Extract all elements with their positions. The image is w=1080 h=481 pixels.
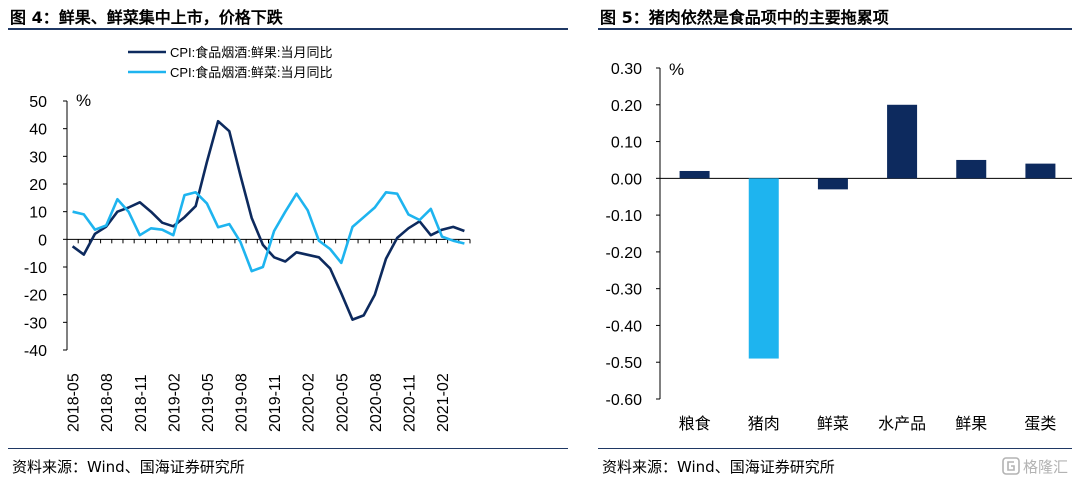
y-tick-label: -0.10: [606, 208, 643, 225]
bar-2: [748, 178, 779, 359]
x-category-label: 鲜果: [955, 415, 987, 433]
bar-5: [956, 159, 987, 179]
x-tick-label: 2020-11: [401, 374, 418, 432]
right-panel-footer-rule: [598, 448, 1072, 449]
y-tick-label: -20: [24, 288, 47, 305]
x-tick-label: 2019-05: [200, 373, 217, 432]
right-panel-header: [598, 0, 1072, 30]
y-tick-label: 0.10: [611, 135, 642, 152]
line-chart-series: [71, 119, 465, 321]
bar-1: [679, 170, 710, 179]
y-tick-label: -10: [24, 260, 47, 277]
x-tick-label: 2018-08: [99, 373, 116, 432]
bar-chart: 0.30 0.20 0.10 0.00 -0.10 -0.20 -0.30 -0.40 -0.5…: [606, 60, 1072, 433]
y-tick-label: 40: [29, 122, 47, 139]
y-tick-label: 0.30: [611, 61, 642, 78]
y-unit-label: %: [669, 60, 684, 79]
y-tick-label: -0.30: [606, 282, 643, 299]
x-tick-label: 2020-05: [334, 373, 351, 432]
y-tick-label: -0.50: [606, 355, 643, 372]
x-category-label: 粮食: [679, 415, 711, 433]
x-category-label: 鲜菜: [817, 415, 849, 433]
bar-chart-axes: 0.30 0.20 0.10 0.00 -0.10 -0.20 -0.30 -0.40 -0.5…: [606, 60, 1072, 409]
y-tick-label: 50: [29, 94, 47, 111]
right-source-note: 资料来源：Wind、国海证券研究所: [602, 458, 835, 476]
x-tick-label: 2018-05: [66, 373, 83, 432]
y-tick-label: -0.40: [606, 318, 643, 335]
watermark-icon: 格隆汇: [1002, 457, 1068, 476]
y-tick-label: 0.20: [611, 98, 642, 115]
right-chart-title: 图 5：猪肉依然是食品项中的主要拖累项: [600, 8, 889, 27]
left-panel-header: [8, 0, 568, 30]
x-tick-label: 2019-11: [267, 374, 284, 432]
x-tick-label: 2020-02: [301, 373, 318, 432]
x-tick-label: 2021-02: [435, 373, 452, 432]
line-chart-legend: CPI:食品烟酒:鲜果:当月同比 CPI:食品烟酒:鲜菜:当月同比: [128, 45, 333, 80]
bar-4: [887, 104, 918, 179]
y-tick-label: 0: [38, 232, 47, 249]
watermark-label: 格隆汇: [1023, 459, 1068, 476]
bar-3: [817, 178, 848, 190]
x-tick-label: 2019-08: [234, 373, 251, 432]
y-tick-label: 0.00: [611, 171, 642, 188]
left-panel-footer-rule: [8, 448, 568, 449]
left-source-note: 资料来源：Wind、国海证券研究所: [12, 458, 245, 476]
bar-6: [1025, 163, 1056, 179]
y-tick-label: 10: [29, 205, 47, 222]
bar-chart-bars: 粮食 猪肉 鲜菜 水产品 鲜果 蛋类: [679, 104, 1056, 433]
x-tick-label: 2018-11: [133, 374, 150, 432]
x-category-label: 猪肉: [748, 415, 780, 433]
x-category-label: 水产品: [878, 415, 926, 433]
left-chart-title: 图 4：鲜果、鲜菜集中上市，价格下跌: [10, 8, 283, 27]
y-tick-label: -30: [24, 315, 47, 332]
y-tick-label: -0.60: [606, 392, 643, 409]
x-tick-label: 2019-02: [166, 373, 183, 432]
legend-label-2: CPI:食品烟酒:鲜菜:当月同比: [170, 65, 333, 80]
series-line-2: [72, 191, 465, 273]
legend-label-1: CPI:食品烟酒:鲜果:当月同比: [170, 45, 333, 60]
x-tick-label: 2020-08: [368, 373, 385, 432]
y-tick-label: -0.20: [606, 245, 643, 262]
x-category-label: 蛋类: [1024, 415, 1056, 433]
y-tick-label: 30: [29, 149, 47, 166]
watermark-logo: 格隆汇: [1002, 455, 1076, 477]
y-unit-label: %: [76, 91, 91, 110]
line-chart-axes: -40 -30 -20 -10 0 10 20 30 40 50 % 2018-05 2018-08 20…: [24, 91, 471, 432]
y-tick-label: -40: [24, 343, 47, 360]
y-tick-label: 20: [29, 177, 47, 194]
